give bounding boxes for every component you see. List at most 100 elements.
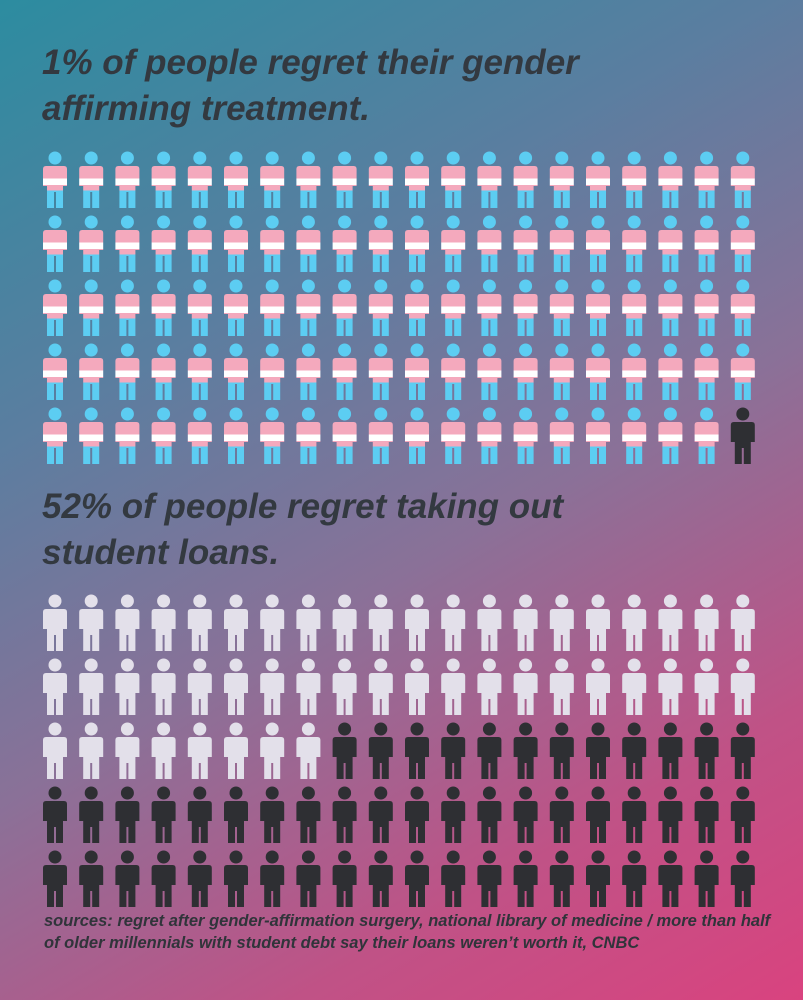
highlight-icon [441, 786, 466, 843]
icon-body [43, 294, 67, 336]
person-icon [187, 151, 212, 208]
icon-head [410, 407, 424, 421]
icon-body [622, 294, 647, 336]
person-icon [224, 658, 248, 715]
icon-body [224, 673, 248, 715]
person-icon [441, 594, 466, 651]
icon-body [151, 230, 176, 272]
icon-head [627, 279, 641, 293]
icon-body [260, 609, 285, 651]
icon-head [338, 279, 352, 293]
icon-head [265, 279, 279, 293]
icon-head [627, 786, 641, 800]
icon-body [405, 230, 429, 272]
highlight-icon [586, 850, 610, 907]
highlight-icon [477, 850, 502, 907]
icon-body [151, 737, 176, 779]
icon-head [555, 658, 569, 672]
icon-head [519, 279, 533, 293]
person-icon [477, 343, 502, 400]
icon-head [410, 658, 424, 672]
highlight-icon [115, 850, 140, 907]
icon-body [622, 609, 647, 651]
icon-head [120, 215, 134, 229]
icon-body [43, 673, 67, 715]
person-icon [151, 658, 176, 715]
icon-head [482, 279, 496, 293]
icon-head [265, 850, 279, 864]
icon-head [700, 343, 714, 357]
icon-head [301, 407, 315, 421]
icon-head [555, 850, 569, 864]
icon-head [736, 786, 750, 800]
person-icon [441, 215, 466, 272]
icon-body [332, 865, 357, 907]
icon-body [187, 673, 212, 715]
icon-head [446, 658, 460, 672]
icon-body [694, 673, 719, 715]
person-icon [224, 407, 248, 464]
icon-head [301, 279, 315, 293]
person-icon [622, 407, 647, 464]
icon-head [446, 722, 460, 736]
icon-body [296, 609, 321, 651]
person-icon [224, 151, 248, 208]
icon-head [301, 786, 315, 800]
icon-body [441, 166, 466, 208]
person-icon [260, 407, 285, 464]
icon-body [368, 422, 393, 464]
person-icon [622, 343, 647, 400]
icon-head [265, 658, 279, 672]
icon-head [120, 594, 134, 608]
person-icon [730, 279, 755, 336]
icon-head [157, 722, 171, 736]
highlight-icon [332, 850, 357, 907]
highlight-icon [549, 786, 574, 843]
icon-head [736, 658, 750, 672]
icon-body [586, 230, 610, 272]
icon-body [586, 865, 610, 907]
icon-body [477, 673, 502, 715]
icon-body [43, 609, 67, 651]
person-icon [151, 279, 176, 336]
highlight-icon [332, 722, 357, 779]
icon-body [79, 230, 104, 272]
icon-body [694, 737, 719, 779]
icon-head [736, 151, 750, 165]
highlight-icon [622, 722, 647, 779]
icon-body [224, 865, 248, 907]
icon-head [627, 151, 641, 165]
person-icon [513, 215, 538, 272]
person-icon [115, 279, 140, 336]
highlight-icon [260, 850, 285, 907]
person-icon [405, 407, 429, 464]
icon-body [441, 737, 466, 779]
icon-head [374, 343, 388, 357]
person-icon [187, 343, 212, 400]
highlight-icon [187, 850, 212, 907]
icon-body [43, 865, 67, 907]
icon-body [368, 230, 393, 272]
icon-body [151, 294, 176, 336]
icon-body [115, 166, 140, 208]
person-icon [368, 215, 393, 272]
icon-head [700, 594, 714, 608]
icon-head [229, 658, 243, 672]
icon-body [549, 358, 574, 400]
person-icon [43, 407, 67, 464]
icon-body [441, 801, 466, 843]
person-icon [260, 594, 285, 651]
icon-head [591, 343, 605, 357]
icon-head [482, 786, 496, 800]
icon-head [229, 850, 243, 864]
icon-head [663, 786, 677, 800]
icon-head [627, 407, 641, 421]
icon-head [157, 786, 171, 800]
icon-body [332, 166, 357, 208]
icon-body [115, 737, 140, 779]
icon-body [441, 673, 466, 715]
highlight-icon [658, 786, 683, 843]
icon-head [410, 594, 424, 608]
person-icon [586, 279, 610, 336]
icon-body [79, 609, 104, 651]
